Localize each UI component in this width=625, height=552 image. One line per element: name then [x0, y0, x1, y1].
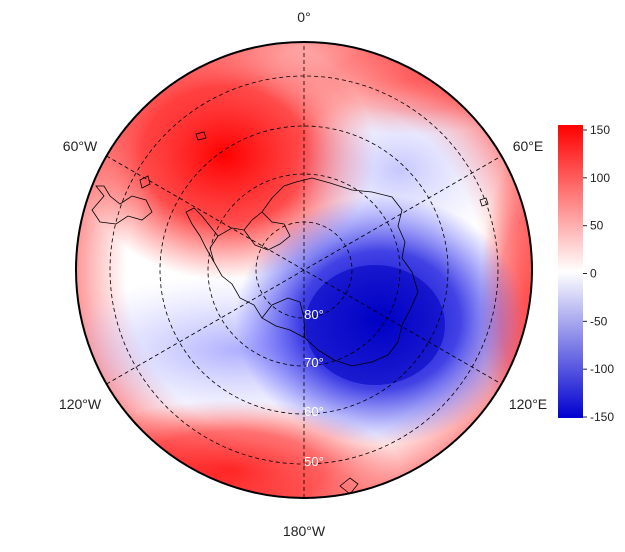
lon-label-60w: 60°W: [63, 138, 98, 154]
colorbar-gradient: [558, 125, 583, 418]
colorbar-ticks: 150 100 50 0 -50 -100 -150: [583, 123, 614, 424]
lon-label-120e: 120°E: [509, 396, 547, 412]
lon-label-0: 0°: [297, 9, 310, 25]
colorbar: 150 100 50 0 -50 -100 -150: [558, 123, 614, 424]
colorbar-tick-label: -150: [590, 410, 614, 424]
antarctica-coast: [209, 177, 419, 367]
new-zealand-south: [339, 477, 359, 495]
antarctic-peninsula: [185, 207, 219, 263]
colorbar-tick-label: -100: [590, 362, 614, 376]
map-boundary: [75, 41, 533, 499]
kerguelen: [479, 197, 489, 207]
colorbar-tick-label: 50: [590, 219, 604, 233]
south-georgia: [195, 131, 207, 141]
ronne-ice-shelf: [243, 211, 291, 251]
lon-label-120w: 120°W: [59, 396, 102, 412]
colorbar-tick-label: 100: [590, 171, 610, 185]
colorbar-tick-label: 0: [590, 267, 597, 281]
tierra-del-fuego: [91, 185, 153, 225]
lat-label-60: 60°: [304, 404, 324, 419]
lat-label-50: 50°: [304, 454, 324, 469]
falkland-islands: [139, 175, 151, 189]
lon-label-180: 180°W: [283, 523, 326, 539]
lat-label-80: 80°: [304, 307, 324, 322]
graticule: [106, 42, 502, 498]
antarctic-coastline: [91, 131, 489, 495]
colorbar-tick-label: -50: [590, 314, 608, 328]
meridian-line: [106, 155, 502, 385]
colorbar-tick-label: 150: [590, 123, 610, 137]
lon-label-60e: 60°E: [513, 138, 544, 154]
negative-anomaly-core: [305, 265, 445, 385]
lat-label-70: 70°: [304, 355, 324, 370]
